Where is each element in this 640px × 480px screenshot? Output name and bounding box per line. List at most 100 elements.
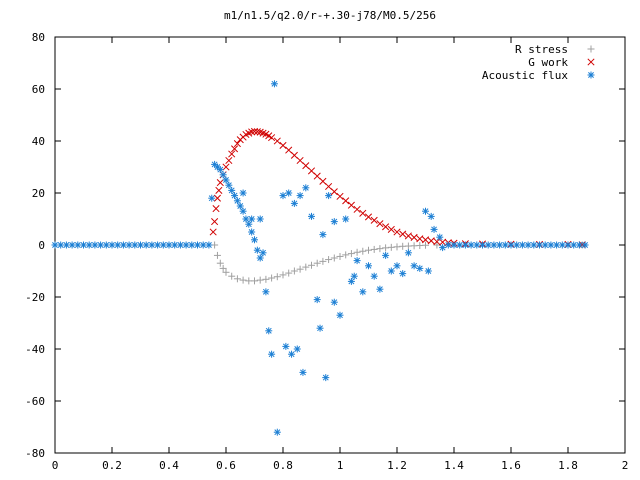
acoustic-flux-point — [416, 264, 424, 272]
r-stress-point — [285, 269, 293, 277]
g-work-point — [364, 213, 373, 221]
acoustic-flux-point — [353, 257, 361, 265]
acoustic-flux-point — [57, 241, 65, 249]
acoustic-flux-point — [205, 241, 213, 249]
acoustic-flux-point — [225, 181, 233, 189]
r-stress-point — [387, 243, 395, 251]
acoustic-flux-point — [530, 241, 538, 249]
acoustic-flux-point — [325, 192, 333, 200]
legend-marker — [587, 45, 595, 53]
acoustic-flux-point — [290, 199, 298, 207]
y-tick-label: -40 — [25, 343, 45, 356]
x-tick-label: 1 — [337, 459, 344, 472]
g-work-point — [399, 230, 407, 238]
g-work-point — [225, 156, 233, 165]
legend-label: G work — [528, 56, 568, 69]
g-work-point — [212, 205, 220, 213]
acoustic-flux-point — [270, 80, 278, 88]
g-work-point — [387, 225, 395, 233]
acoustic-flux-point — [387, 267, 395, 275]
r-stress-point — [353, 248, 361, 256]
acoustic-flux-point — [319, 231, 327, 239]
g-work-point — [421, 236, 430, 244]
g-work-point — [330, 188, 338, 196]
g-work-point — [427, 237, 435, 245]
g-work-point — [325, 182, 333, 191]
r-stress-point — [422, 241, 429, 249]
acoustic-flux-point — [216, 166, 224, 174]
r-stress-point — [262, 275, 270, 283]
g-work-point — [268, 134, 276, 142]
acoustic-flux-point — [279, 192, 287, 200]
acoustic-flux-point — [282, 342, 290, 350]
g-work-point — [307, 167, 316, 175]
g-work-point — [248, 128, 256, 136]
g-work-point — [228, 150, 236, 158]
acoustic-flux-point — [182, 241, 190, 249]
acoustic-flux-point — [308, 212, 315, 220]
g-work-point — [404, 232, 412, 240]
y-tick-label: -20 — [25, 291, 45, 304]
r-stress-point — [268, 274, 276, 282]
y-tick-label: 40 — [32, 135, 45, 148]
acoustic-flux-point — [347, 277, 355, 285]
acoustic-flux-point — [268, 350, 276, 358]
g-work-point — [342, 197, 350, 205]
acoustic-flux-point — [302, 184, 310, 192]
acoustic-flux-point — [507, 241, 515, 249]
legend-marker — [587, 58, 595, 66]
acoustic-flux-point — [336, 311, 344, 319]
acoustic-flux-point — [248, 215, 256, 223]
r-stress-point — [251, 277, 258, 285]
g-work-point — [439, 238, 447, 246]
acoustic-flux-point — [222, 176, 230, 184]
y-tick-label: 80 — [32, 31, 45, 44]
g-work-point — [230, 145, 239, 153]
x-tick-label: 0.8 — [273, 459, 293, 472]
acoustic-flux-point — [439, 244, 447, 252]
r-stress-point — [256, 276, 264, 284]
acoustic-flux-point — [564, 241, 572, 249]
g-work-point — [296, 156, 304, 165]
y-tick-label: 60 — [32, 83, 45, 96]
acoustic-flux-point — [194, 241, 201, 249]
x-tick-label: 2 — [622, 459, 629, 472]
acoustic-flux-point — [410, 262, 418, 270]
acoustic-flux-point — [251, 236, 258, 244]
r-stress-point — [313, 259, 321, 267]
r-stress-point — [376, 245, 384, 253]
acoustic-flux-point — [142, 241, 150, 249]
acoustic-flux-point — [256, 215, 264, 223]
g-work-point — [290, 151, 298, 159]
acoustic-flux-point — [359, 288, 367, 296]
r-stress-point — [336, 252, 344, 260]
x-tick-label: 0.4 — [159, 459, 179, 472]
acoustic-flux-point — [342, 215, 350, 223]
r-stress-point — [393, 243, 401, 251]
acoustic-flux-point — [285, 189, 293, 197]
legend-label: Acoustic flux — [482, 69, 568, 82]
acoustic-flux-point — [239, 189, 247, 197]
r-stress-point — [382, 244, 390, 252]
g-work-point — [410, 233, 418, 242]
r-stress-point — [359, 247, 367, 255]
acoustic-flux-point — [473, 241, 481, 249]
g-work-point — [347, 201, 355, 209]
g-work-point — [370, 216, 378, 224]
g-work-point — [215, 186, 223, 194]
acoustic-flux-point — [231, 192, 239, 200]
r-stress-point — [273, 273, 281, 281]
g-work-point — [285, 146, 293, 154]
acoustic-flux-point — [404, 249, 412, 257]
g-work-point — [353, 205, 361, 213]
acoustic-flux-point — [208, 194, 216, 202]
x-tick-label: 1.8 — [558, 459, 578, 472]
r-stress-point — [213, 251, 221, 259]
acoustic-flux-point — [273, 428, 281, 436]
acoustic-flux-point — [484, 241, 492, 249]
g-work-point — [359, 209, 367, 217]
g-work-point — [273, 137, 281, 145]
acoustic-flux-point — [262, 288, 270, 296]
